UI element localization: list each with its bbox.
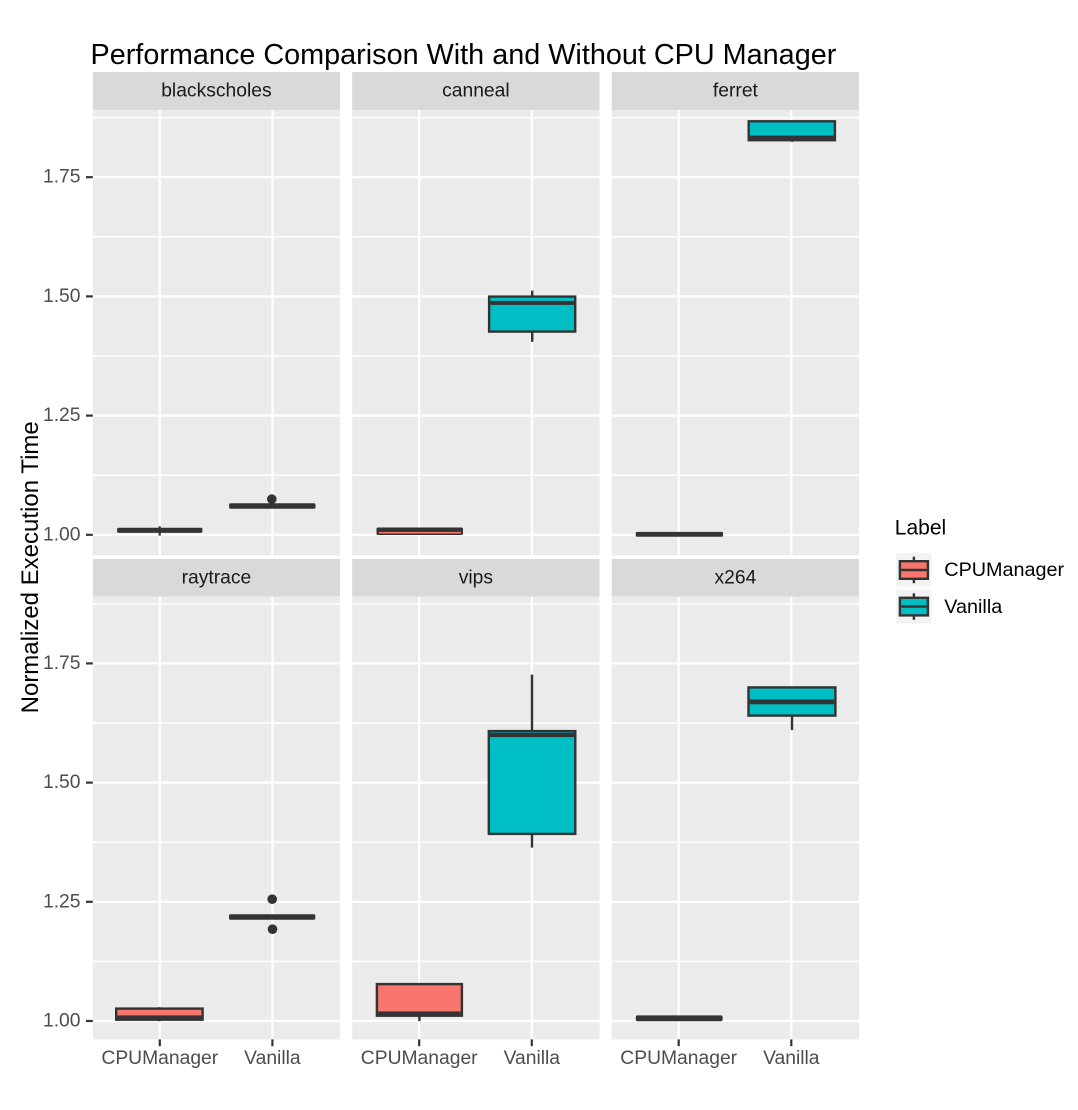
svg-text:1.50: 1.50 [43, 286, 81, 307]
svg-text:1.75: 1.75 [43, 653, 81, 674]
svg-text:Vanilla: Vanilla [504, 1048, 561, 1069]
svg-text:CPUManager: CPUManager [620, 1048, 737, 1069]
svg-text:Performance Comparison With an: Performance Comparison With and Without … [91, 39, 837, 71]
svg-text:1.25: 1.25 [43, 405, 81, 426]
svg-text:Label: Label [895, 516, 946, 539]
svg-text:x264: x264 [714, 567, 756, 588]
svg-text:Vanilla: Vanilla [244, 1048, 301, 1069]
svg-text:1.75: 1.75 [43, 167, 81, 188]
svg-text:canneal: canneal [442, 81, 510, 102]
svg-text:CPUManager: CPUManager [101, 1048, 218, 1069]
svg-text:1.00: 1.00 [43, 524, 81, 545]
svg-text:CPUManager: CPUManager [944, 559, 1064, 581]
svg-text:CPUManager: CPUManager [361, 1048, 478, 1069]
svg-text:1.50: 1.50 [43, 772, 81, 793]
svg-text:vips: vips [459, 567, 493, 588]
svg-text:Normalized Execution Time: Normalized Execution Time [17, 421, 44, 713]
svg-text:Vanilla: Vanilla [944, 596, 1002, 618]
svg-text:1.00: 1.00 [43, 1011, 81, 1032]
svg-text:raytrace: raytrace [182, 567, 252, 588]
svg-text:ferret: ferret [713, 81, 759, 102]
svg-text:blackscholes: blackscholes [161, 81, 271, 102]
svg-text:1.25: 1.25 [43, 891, 81, 912]
svg-text:Vanilla: Vanilla [763, 1048, 820, 1069]
